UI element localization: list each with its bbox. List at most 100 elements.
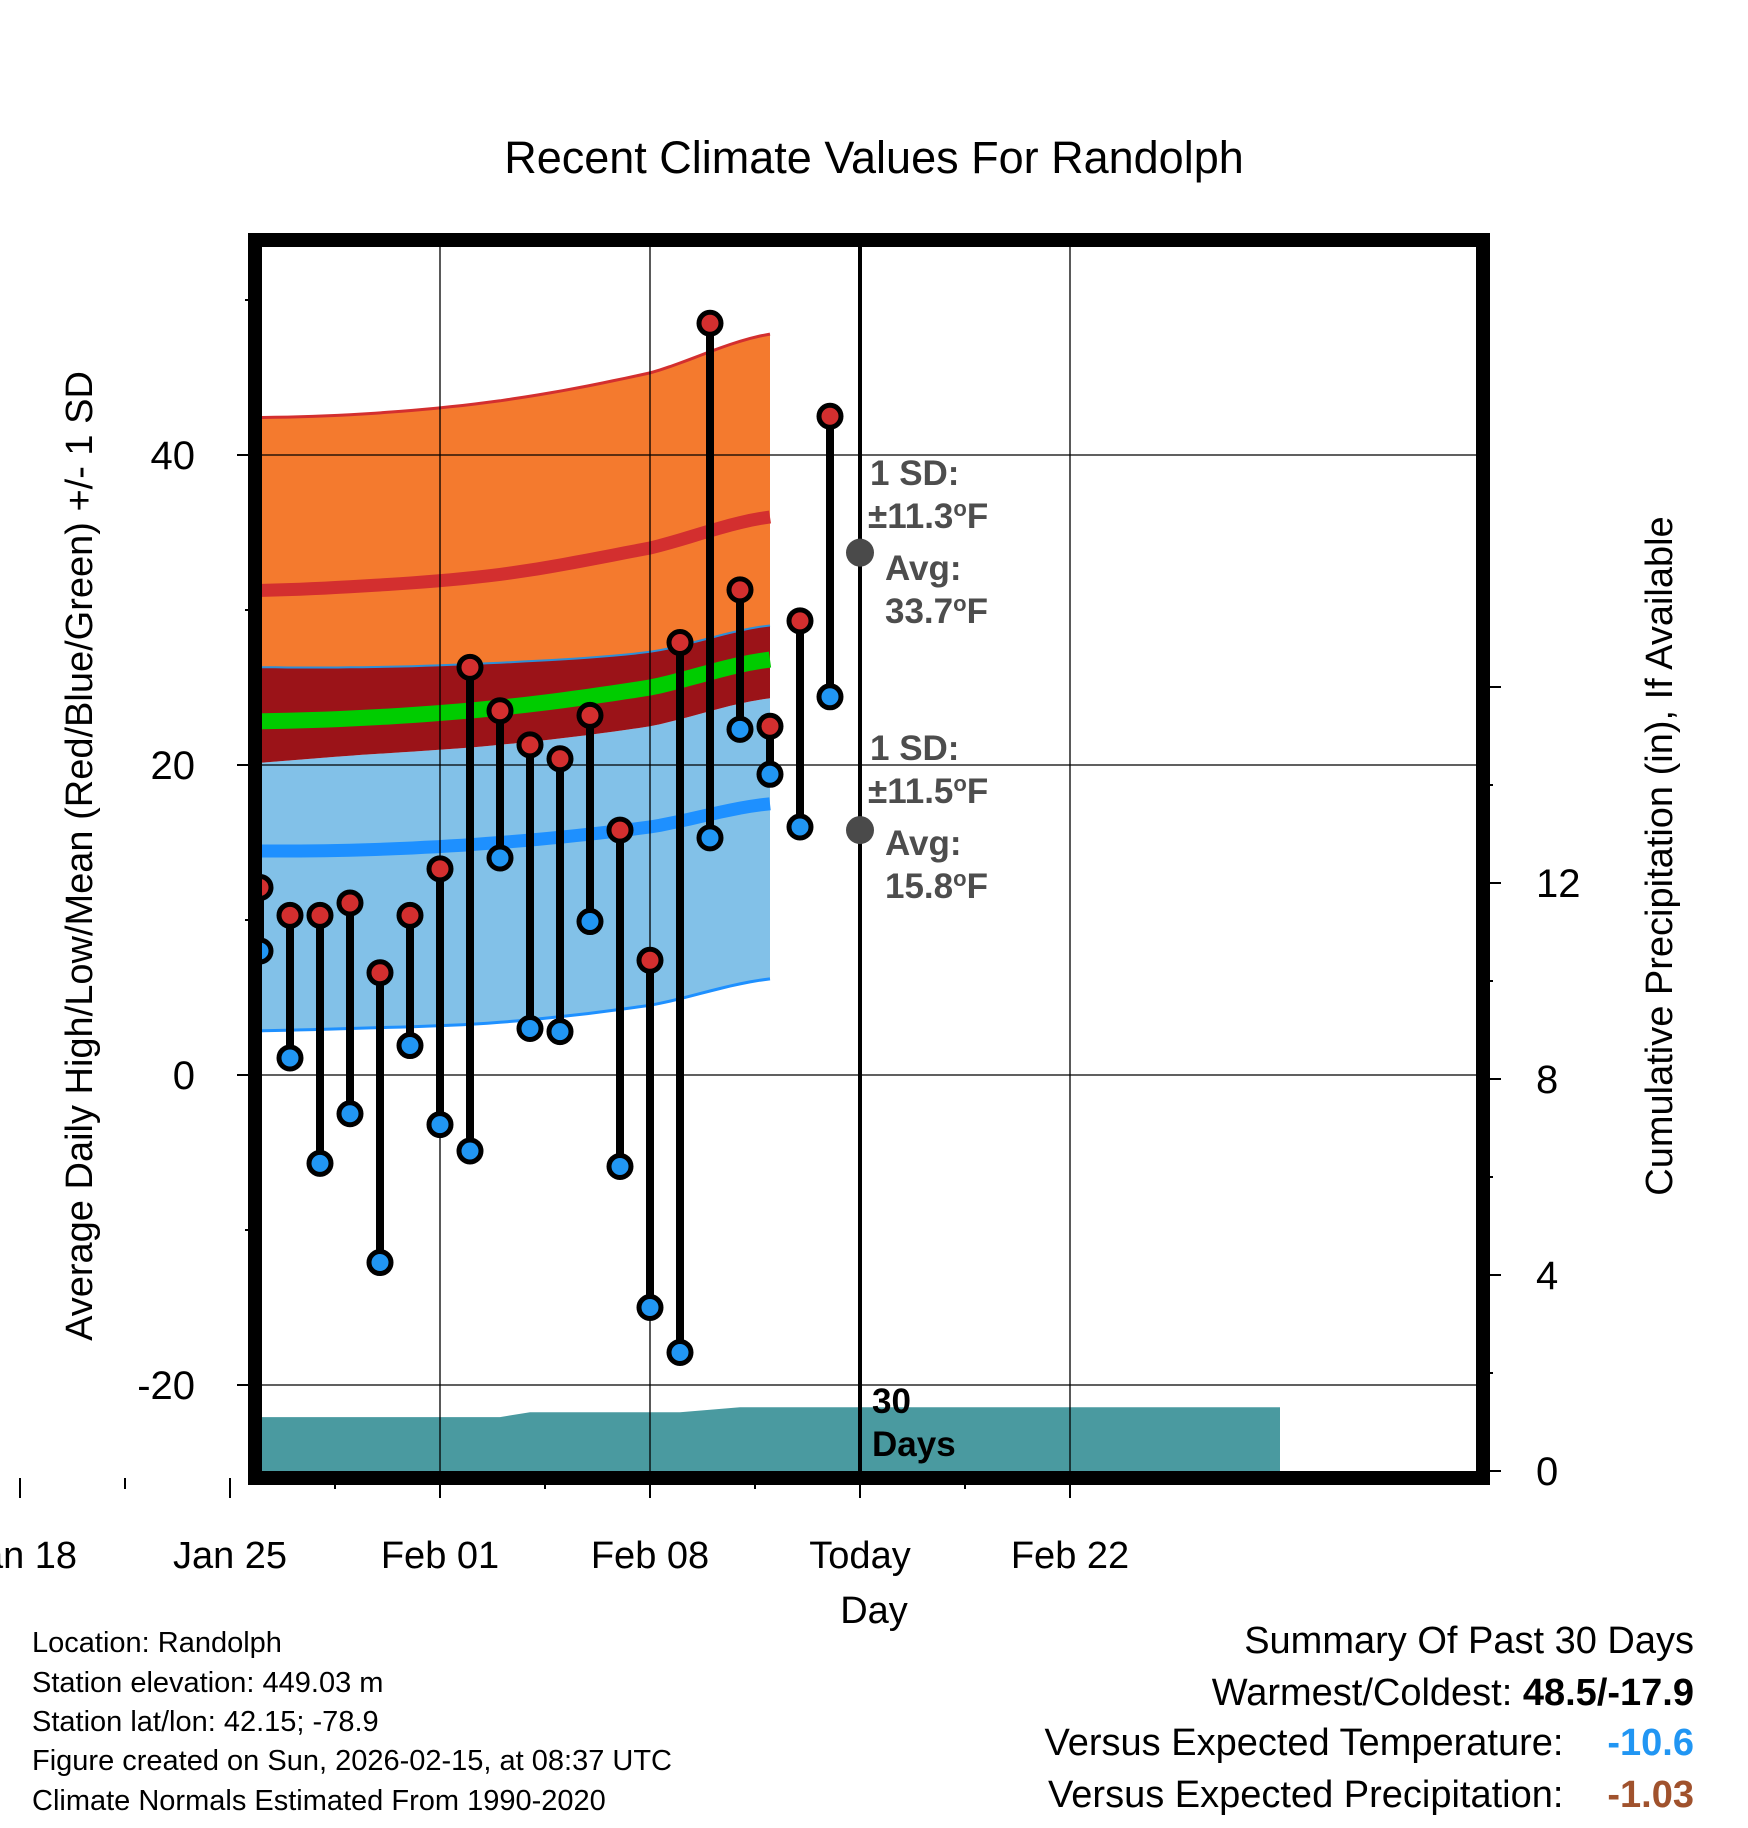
summary-warmest-label: Warmest/Coldest: [1211, 1672, 1513, 1714]
y2-axis-label: Cumulative Precipitation (in), If Availa… [1639, 516, 1681, 1195]
high-point [636, 946, 664, 974]
low-point [516, 1015, 544, 1042]
low-point [816, 683, 844, 711]
high-sd-value: ±11.3oF [868, 496, 988, 536]
high-point [129, 545, 151, 567]
low-point [39, 993, 61, 1015]
y2-tick-label: 4 [1536, 1254, 1558, 1298]
x-tick-label: Jan 25 [173, 1535, 287, 1577]
y2-tick-label: 8 [1536, 1058, 1558, 1102]
low-point [262, 937, 274, 965]
summary-temp-label: Versus Expected Temperature: [1044, 1722, 1564, 1764]
low-point [546, 1018, 574, 1046]
y-tick-label: 40 [151, 434, 196, 478]
high-point [726, 576, 754, 604]
low-point [486, 844, 514, 872]
window-label-days: Days [872, 1425, 956, 1464]
info-elevation: Station elevation: 449.03 m [32, 1667, 384, 1699]
high-point [786, 607, 814, 635]
plot-inner [0, 247, 1476, 1471]
low-point [726, 715, 754, 743]
y-tick-label: 20 [151, 744, 196, 788]
plot-frame [248, 233, 1490, 1485]
y-tick-label: 0 [173, 1054, 195, 1098]
low-avg-value: 15.8oF [885, 866, 988, 906]
info-latlon: Station lat/lon: 42.15; -78.9 [32, 1706, 379, 1738]
high-point [336, 889, 364, 917]
high-point [546, 745, 574, 773]
low-point [636, 1294, 664, 1321]
low-point [159, 1131, 181, 1153]
low-avg-dot [846, 816, 874, 845]
low-point [129, 889, 151, 911]
high-avg-value: 33.7oF [885, 591, 988, 631]
low-point [456, 1137, 484, 1165]
summary-title: Summary Of Past 30 Days [1244, 1620, 1694, 1662]
summary-temp: Versus Expected Temperature: -10.6 [1045, 1722, 1694, 1765]
summary-precip: Versus Expected Precipitation: -1.03 [1048, 1774, 1694, 1817]
low-point [219, 965, 241, 987]
low-point [426, 1111, 454, 1139]
high-point [486, 697, 514, 725]
low-point [99, 1000, 121, 1022]
low-point [606, 1152, 634, 1180]
low-point [666, 1338, 694, 1366]
low-point [306, 1149, 334, 1177]
high-point [696, 309, 724, 337]
x-tick-label: Feb 22 [1011, 1535, 1129, 1577]
x-tick-label: Feb 01 [381, 1535, 499, 1577]
high-avg-dot [846, 538, 874, 567]
high-point [606, 816, 634, 844]
low-avg-label: Avg: [885, 824, 961, 863]
y2-tick-label: 12 [1536, 862, 1581, 906]
low-point [336, 1100, 364, 1128]
low-point [0, 739, 1, 761]
high-point [366, 959, 394, 987]
high-point [219, 847, 241, 869]
high-point [39, 732, 61, 754]
high-point [276, 901, 304, 929]
high-point [262, 874, 274, 901]
high-point [0, 532, 1, 554]
high-point [189, 965, 211, 987]
low-point [786, 813, 814, 841]
low-sd-value: ±11.5oF [868, 771, 988, 811]
y-tick-label: -20 [137, 1364, 195, 1408]
high-sd-band [262, 334, 770, 668]
high-point [756, 712, 784, 740]
high-point [306, 901, 334, 929]
info-location: Location: Randolph [32, 1627, 282, 1659]
summary-warmest-value: 48.5/-17.9 [1522, 1672, 1694, 1714]
overlap-band [262, 625, 770, 763]
high-point [666, 629, 694, 657]
high-point [816, 402, 844, 430]
y-axis-label: Average Daily High/Low/Mean (Red/Blue/Gr… [59, 371, 101, 1341]
high-avg-label: Avg: [885, 549, 961, 588]
low-sd-label: 1 SD: [870, 729, 959, 768]
x-tick-label: Jan 18 [0, 1535, 77, 1577]
summary-precip-label: Versus Expected Precipitation: [1048, 1774, 1564, 1816]
info-created: Figure created on Sun, 2026-02-15, at 08… [32, 1745, 672, 1777]
x-tick-label: Today [809, 1535, 910, 1577]
high-sd-label: 1 SD: [870, 454, 959, 493]
precip-area [262, 1407, 1280, 1471]
y2-tick-label: 0 [1536, 1450, 1558, 1494]
low-point [756, 760, 784, 788]
low-point [396, 1032, 424, 1060]
summary-temp-value: -10.6 [1607, 1722, 1694, 1764]
high-point [426, 855, 454, 883]
chart-title: Recent Climate Values For Randolph [504, 132, 1244, 183]
high-point [396, 901, 424, 929]
summary-precip-value: -1.03 [1607, 1774, 1694, 1816]
low-point [189, 1202, 211, 1224]
low-sd-band [262, 698, 770, 1031]
info-normals: Climate Normals Estimated From 1990-2020 [32, 1785, 606, 1817]
x-tick-label: Feb 08 [591, 1535, 709, 1577]
high-point [576, 701, 604, 729]
window-label-number: 30 [872, 1382, 911, 1421]
high-point [456, 653, 484, 681]
low-point [9, 892, 31, 914]
low-point [366, 1249, 394, 1277]
